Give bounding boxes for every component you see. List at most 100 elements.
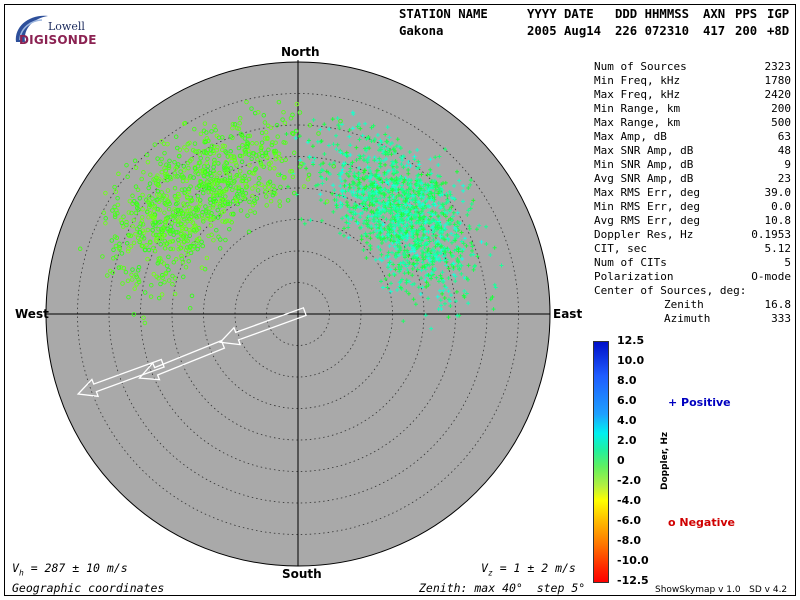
source-point-positive [452, 225, 457, 230]
source-point-negative [245, 213, 250, 218]
source-point-positive [369, 125, 374, 130]
source-point-positive [364, 256, 369, 261]
source-point-positive [378, 196, 383, 201]
source-point-negative [202, 150, 207, 155]
source-point-positive [395, 243, 400, 248]
source-point-positive [414, 176, 419, 181]
negative-legend: o Negative [668, 516, 736, 529]
source-point-positive [394, 183, 399, 188]
header-label-time: DDD HHMMSS [615, 7, 690, 21]
source-point-negative [219, 147, 225, 153]
source-point-positive [437, 154, 442, 159]
source-point-negative [170, 213, 175, 218]
source-point-negative [230, 187, 235, 193]
source-point-positive [412, 243, 417, 248]
source-point-negative [123, 269, 129, 275]
source-point-positive [426, 296, 431, 301]
source-point-negative [77, 246, 83, 252]
source-point-negative [160, 275, 165, 280]
source-point-negative [214, 200, 220, 206]
source-point-negative [266, 147, 271, 153]
source-point-positive [313, 183, 318, 188]
source-point-negative [288, 115, 294, 121]
source-point-negative [205, 156, 210, 162]
source-point-positive [380, 222, 385, 227]
vz-subscript: z [487, 568, 493, 578]
source-point-positive [456, 234, 461, 239]
source-point-negative [176, 237, 181, 243]
source-point-positive [372, 219, 377, 224]
stat-value: 48 [777, 144, 791, 157]
source-point-positive [446, 289, 451, 294]
source-point-positive [297, 134, 302, 139]
source-point-negative [255, 157, 260, 162]
source-point-negative [196, 243, 201, 249]
source-point-positive [376, 192, 381, 197]
source-point-negative [261, 164, 266, 170]
stat-value: 1780 [764, 74, 792, 87]
source-point-positive [447, 207, 452, 212]
source-point-negative [228, 166, 234, 171]
source-point-negative [133, 210, 139, 216]
source-point-negative [129, 210, 134, 216]
source-point-negative [191, 244, 197, 249]
source-point-negative [163, 245, 168, 251]
source-point-negative [216, 153, 222, 158]
source-point-positive [387, 195, 392, 200]
source-point-positive [436, 214, 441, 219]
source-point-positive [472, 264, 477, 269]
source-point-positive [442, 295, 447, 300]
source-point-negative [206, 185, 212, 191]
source-point-positive [452, 183, 457, 188]
source-point-negative [160, 226, 166, 232]
source-point-positive [415, 267, 420, 272]
source-point-negative [115, 202, 121, 208]
source-point-positive [423, 241, 428, 246]
source-point-negative [183, 264, 189, 270]
source-point-positive [395, 288, 400, 293]
source-point-negative [269, 142, 275, 148]
source-point-negative [171, 260, 177, 265]
source-point-positive [379, 158, 384, 163]
source-point-positive [430, 209, 435, 214]
stat-row: Avg RMS Err, deg 10.8 [594, 214, 791, 228]
source-point-negative [224, 178, 230, 184]
source-point-positive [450, 195, 455, 200]
source-point-negative [193, 207, 199, 212]
source-point-positive [407, 203, 412, 208]
source-point-positive [389, 208, 394, 213]
source-point-negative [268, 160, 273, 165]
source-point-positive [376, 232, 381, 237]
source-point-negative [194, 237, 200, 242]
source-point-negative [179, 256, 185, 261]
source-point-positive [402, 234, 407, 239]
source-point-positive [348, 162, 353, 167]
source-point-negative [262, 120, 268, 125]
source-point-positive [468, 252, 473, 257]
stat-label: Min RMS Err, deg [594, 200, 700, 213]
source-point-negative [140, 206, 145, 212]
source-point-positive [375, 158, 380, 163]
source-point-positive [426, 246, 431, 251]
source-point-positive [441, 280, 446, 285]
source-point-positive [430, 259, 435, 264]
source-point-negative [185, 141, 191, 147]
source-point-positive [461, 247, 466, 252]
source-point-negative [253, 166, 259, 171]
source-point-negative [172, 276, 178, 281]
source-point-positive [390, 250, 395, 255]
source-point-negative [216, 234, 221, 240]
source-point-positive [393, 149, 398, 154]
source-point-positive [443, 227, 448, 232]
source-point-positive [432, 229, 437, 234]
source-point-negative [199, 265, 205, 270]
source-point-positive [439, 205, 444, 210]
source-point-positive [415, 253, 420, 258]
source-point-negative [271, 183, 276, 189]
source-point-positive [382, 226, 387, 231]
source-point-negative [250, 193, 255, 199]
source-point-negative [145, 227, 151, 233]
source-point-positive [385, 235, 390, 240]
source-point-positive [421, 202, 426, 207]
source-point-positive [425, 186, 430, 191]
